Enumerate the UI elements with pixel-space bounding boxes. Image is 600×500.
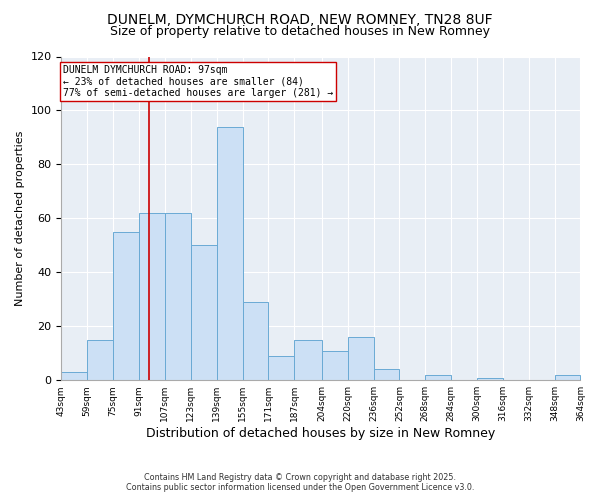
Bar [554, 375, 580, 380]
Bar [294, 340, 322, 380]
Bar [268, 356, 294, 380]
Bar [165, 213, 191, 380]
Bar [477, 378, 503, 380]
Y-axis label: Number of detached properties: Number of detached properties [15, 130, 25, 306]
Bar [113, 232, 139, 380]
Text: DUNELM, DYMCHURCH ROAD, NEW ROMNEY, TN28 8UF: DUNELM, DYMCHURCH ROAD, NEW ROMNEY, TN28… [107, 12, 493, 26]
Bar [322, 350, 347, 380]
Bar [87, 340, 113, 380]
Text: Contains HM Land Registry data © Crown copyright and database right 2025.
Contai: Contains HM Land Registry data © Crown c… [126, 473, 474, 492]
Bar [374, 370, 400, 380]
Text: Size of property relative to detached houses in New Romney: Size of property relative to detached ho… [110, 25, 490, 38]
Bar [61, 372, 87, 380]
Bar [425, 375, 451, 380]
Bar [191, 246, 217, 380]
Text: DUNELM DYMCHURCH ROAD: 97sqm
← 23% of detached houses are smaller (84)
77% of se: DUNELM DYMCHURCH ROAD: 97sqm ← 23% of de… [63, 64, 333, 98]
Bar [242, 302, 268, 380]
Bar [139, 213, 165, 380]
Bar [347, 337, 374, 380]
X-axis label: Distribution of detached houses by size in New Romney: Distribution of detached houses by size … [146, 427, 496, 440]
Bar [217, 126, 242, 380]
